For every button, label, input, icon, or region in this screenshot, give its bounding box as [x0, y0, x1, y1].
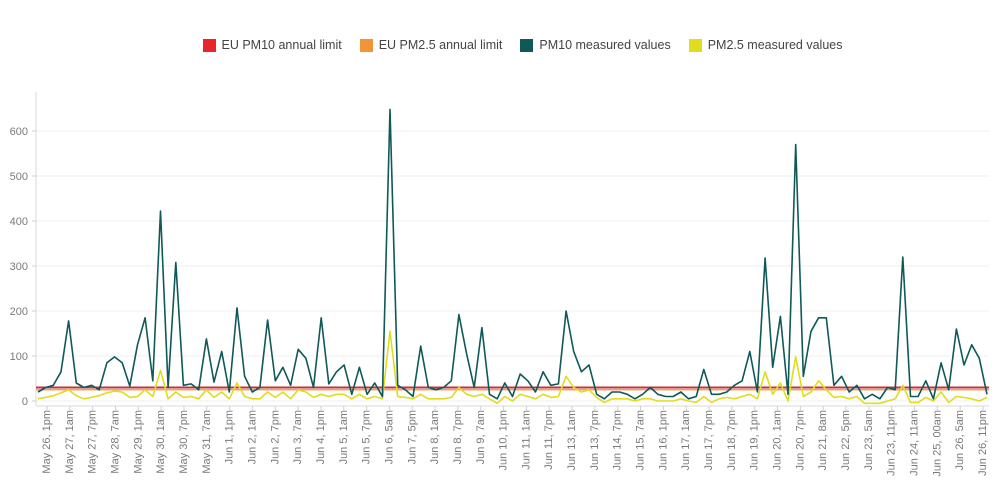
x-tick-label: Jun 17, 1am	[680, 410, 692, 471]
y-tick-label: 200	[10, 306, 28, 318]
x-tick-label: Jun 2, 7pm	[269, 410, 281, 464]
x-tick-label: May 31, 7am	[201, 410, 213, 474]
x-tick-label: Jun 19, 1pm	[749, 410, 761, 471]
series-lines	[37, 108, 988, 405]
legend-label: PM2.5 measured values	[707, 38, 843, 52]
x-tick-label: Jun 11, 1am	[520, 410, 532, 470]
x-tick-label: May 27, 7pm	[87, 410, 99, 474]
x-tick-label: May 28, 7am	[109, 410, 121, 474]
x-tick-label: Jun 8, 1am	[429, 410, 441, 464]
x-tick-label: Jun 10, 1pm	[498, 410, 510, 471]
x-tick-label: Jun 26, 11pm	[977, 410, 989, 476]
legend-swatch	[202, 38, 216, 52]
legend-swatch	[688, 38, 702, 52]
x-tick-label: Jun 23, 11pm	[886, 410, 898, 476]
x-tick-label: Jun 6, 5am	[383, 410, 395, 464]
x-tick-label: Jun 11, 7pm	[543, 410, 555, 470]
x-tick-label: Jun 2, 1am	[246, 410, 258, 464]
series-line-pm10[interactable]	[37, 108, 988, 400]
x-tick-label: Jun 3, 7am	[292, 410, 304, 464]
x-tick-label: Jun 21, 8am	[817, 410, 829, 471]
x-tick-label: Jun 16, 1pm	[657, 410, 669, 471]
x-tick-label: Jun 1, 1pm	[224, 410, 236, 464]
x-tick-label: May 26, 1pm	[41, 410, 53, 474]
reference-lines	[36, 386, 989, 391]
x-tick-label: Jun 5, 7pm	[361, 410, 373, 464]
y-axis: 0 100 200 300 400 500 600	[10, 92, 37, 408]
legend-swatch	[520, 38, 534, 52]
x-tick-label: Jun 25, 00am	[931, 410, 943, 477]
legend-label: PM10 measured values	[539, 38, 671, 52]
x-tick-label: Jun 26, 5am	[954, 410, 966, 471]
x-tick-label: Jun 9, 7am	[475, 410, 487, 464]
x-tick-label: Jun 8, 7pm	[452, 410, 464, 464]
x-tick-label: May 30, 1am	[155, 410, 167, 474]
x-tick-label: Jun 24, 11am	[909, 410, 921, 476]
legend-item-pm10-measured[interactable]: PM10 measured values	[520, 38, 671, 52]
x-axis: May 26, 1pm May 27, 1am May 27, 7pm May 28,…	[36, 405, 989, 477]
x-tick-label: May 30, 7pm	[178, 410, 190, 474]
series-line-pm25[interactable]	[37, 330, 988, 405]
x-tick-label: Jun 13, 1am	[566, 410, 578, 471]
y-tick-label: 400	[10, 216, 28, 228]
x-tick-label: Jun 5, 1am	[338, 410, 350, 464]
legend-item-pm25-measured[interactable]: PM2.5 measured values	[688, 38, 843, 52]
legend-swatch	[359, 38, 373, 52]
x-tick-label: Jun 20, 1am	[772, 410, 784, 471]
legend-item-pm25-limit[interactable]: EU PM2.5 annual limit	[359, 38, 503, 52]
x-tick-label: Jun 17, 7pm	[703, 410, 715, 471]
x-tick-label: Jun 23, 5am	[863, 410, 875, 471]
y-tick-label: 600	[10, 126, 28, 138]
x-tick-label: Jun 4, 1pm	[315, 410, 327, 464]
y-tick-label: 500	[10, 171, 28, 183]
legend-label: EU PM10 annual limit	[221, 38, 342, 52]
gridlines	[36, 130, 989, 402]
x-tick-label: May 27, 1am	[64, 410, 76, 474]
x-tick-label: Jun 22, 5pm	[840, 410, 852, 471]
legend-item-pm10-limit[interactable]: EU PM10 annual limit	[202, 38, 342, 52]
x-tick-label: Jun 13, 7pm	[589, 410, 601, 471]
chart-legend: EU PM10 annual limit EU PM2.5 annual lim…	[0, 38, 999, 52]
x-tick-label: Jun 7, 5pm	[406, 410, 418, 464]
x-tick-label: Jun 20, 7pm	[794, 410, 806, 471]
y-tick-label: 0	[22, 396, 28, 408]
y-tick-label: 300	[10, 261, 28, 273]
y-tick-label: 100	[10, 351, 28, 363]
legend-label: EU PM2.5 annual limit	[378, 38, 503, 52]
x-tick-label: Jun 18, 7pm	[726, 410, 738, 471]
x-tick-label: May 29, 1pm	[132, 410, 144, 474]
x-tick-label: Jun 15, 7am	[635, 410, 647, 471]
x-tick-label: Jun 14, 7pm	[612, 410, 624, 471]
